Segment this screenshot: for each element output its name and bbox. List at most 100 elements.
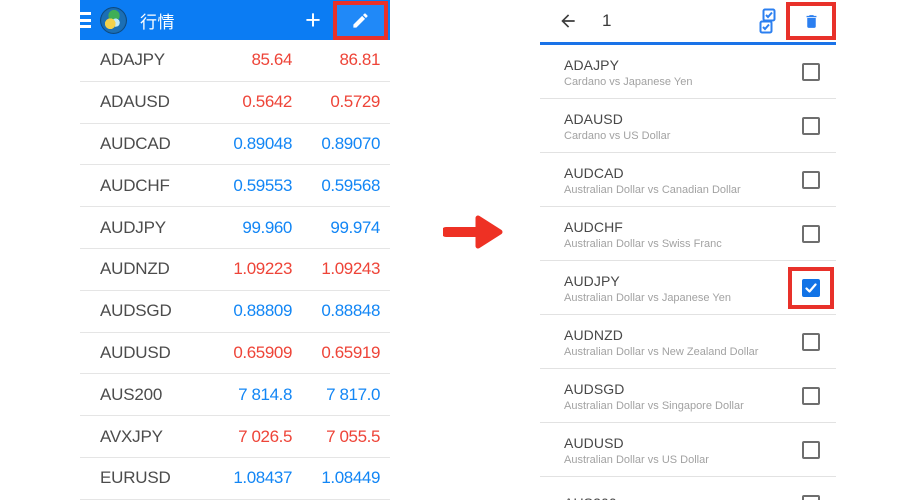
- symbol-texts: AUDCAD Australian Dollar vs Canadian Dol…: [564, 163, 788, 196]
- symbol-list: ADAJPY Cardano vs Japanese Yen ADAUSD Ca…: [540, 45, 836, 500]
- quote-ask-price: 99.974: [330, 217, 380, 237]
- symbol-row[interactable]: AUDSGD Australian Dollar vs Singapore Do…: [540, 369, 836, 423]
- quote-row[interactable]: ADAJPY 85.64 86.81: [80, 40, 390, 82]
- quote-symbol: AUDCHF: [100, 175, 170, 195]
- quote-ask-price: 86.81: [339, 50, 380, 70]
- quote-bid-price: 0.88809: [233, 301, 292, 321]
- quote-symbol: AUDUSD: [100, 342, 171, 362]
- quotes-screen: 行情 + ADAJPY 85.64 86.81 ADAUSD 0.5642 0.…: [80, 0, 390, 500]
- checkbox-highlight-box: [788, 105, 834, 147]
- symbol-row[interactable]: ADAUSD Cardano vs US Dollar: [540, 99, 836, 153]
- quote-row[interactable]: AUS200 7 814.8 7 817.0: [80, 374, 390, 417]
- symbol-checkbox[interactable]: [802, 62, 820, 81]
- symbol-description: Cardano vs Japanese Yen: [564, 76, 693, 88]
- quote-ask-price: 0.65919: [321, 342, 380, 362]
- quote-ask-price: 0.5729: [330, 92, 380, 112]
- quote-row[interactable]: AUDUSD 0.65909 0.65919: [80, 333, 390, 375]
- back-button[interactable]: [558, 11, 578, 31]
- quote-bid-price: 1.08437: [233, 468, 292, 488]
- quote-row[interactable]: AUDCHF 0.59553 0.59568: [80, 165, 390, 208]
- symbol-name: AUDJPY: [564, 273, 620, 289]
- delete-button[interactable]: [786, 2, 836, 40]
- checkbox-highlight-box: [788, 375, 834, 417]
- symbol-row[interactable]: AUDCHF Australian Dollar vs Swiss Franc: [540, 207, 836, 261]
- symbol-row[interactable]: ADAJPY Cardano vs Japanese Yen: [540, 45, 836, 99]
- checkbox-highlight-box: [788, 321, 834, 363]
- symbol-description: Australian Dollar vs New Zealand Dollar: [564, 346, 759, 358]
- checkbox-highlight-box: [788, 51, 834, 93]
- symbol-row[interactable]: AUDCAD Australian Dollar vs Canadian Dol…: [540, 153, 836, 207]
- symbol-checkbox[interactable]: [802, 440, 820, 459]
- symbol-row[interactable]: AUDUSD Australian Dollar vs US Dollar: [540, 423, 836, 477]
- quote-row[interactable]: AUDNZD 1.09223 1.09243: [80, 249, 390, 291]
- quote-bid-price: 1.09223: [233, 259, 292, 279]
- symbol-name: AUS200: [564, 495, 788, 500]
- hamburger-menu-icon[interactable]: [80, 12, 92, 28]
- quote-ask-price: 0.59568: [321, 175, 380, 195]
- page-title: 行情: [140, 12, 175, 32]
- quote-ask-price: 7 817.0: [326, 384, 380, 404]
- quote-row[interactable]: AVXJPY 7 026.5 7 055.5: [80, 416, 390, 458]
- quote-ask-price: 7 055.5: [326, 426, 380, 446]
- symbol-checkbox[interactable]: [802, 278, 820, 297]
- symbol-texts: AUDNZD Australian Dollar vs New Zealand …: [564, 325, 788, 358]
- quote-symbol: AUDJPY: [100, 217, 166, 237]
- symbol-texts: ADAUSD Cardano vs US Dollar: [564, 109, 788, 142]
- checkbox-highlight-box: [788, 266, 834, 309]
- quote-ask-price: 0.88848: [321, 301, 380, 321]
- symbol-description: Australian Dollar vs US Dollar: [564, 454, 709, 466]
- symbol-checkbox[interactable]: [802, 494, 820, 500]
- symbol-checkbox[interactable]: [802, 332, 820, 351]
- select-all-button[interactable]: [752, 4, 782, 38]
- quote-row[interactable]: AUDJPY 99.960 99.974: [80, 207, 390, 249]
- quote-bid-price: 99.960: [242, 217, 292, 237]
- edit-symbols-button[interactable]: [333, 0, 388, 40]
- quote-symbol: ADAJPY: [100, 50, 165, 70]
- symbol-row[interactable]: AUDJPY Australian Dollar vs Japanese Yen: [540, 261, 836, 315]
- pencil-icon: [353, 12, 368, 28]
- symbol-checkbox[interactable]: [802, 386, 820, 405]
- back-arrow-icon: [561, 14, 575, 28]
- symbol-texts: AUDSGD Australian Dollar vs Singapore Do…: [564, 379, 788, 412]
- add-symbol-button[interactable]: +: [305, 5, 321, 35]
- trash-icon: [806, 14, 816, 28]
- symbol-row[interactable]: AUDNZD Australian Dollar vs New Zealand …: [540, 315, 836, 369]
- selected-count: 1: [602, 11, 612, 30]
- quote-ask-price: 1.09243: [321, 259, 380, 279]
- symbol-texts: AUDCHF Australian Dollar vs Swiss Franc: [564, 217, 788, 250]
- symbol-checkbox[interactable]: [802, 116, 820, 135]
- symbol-checkbox[interactable]: [802, 224, 820, 243]
- quote-row[interactable]: AUDSGD 0.88809 0.88848: [80, 291, 390, 333]
- symbol-description: Australian Dollar vs Singapore Dollar: [564, 400, 744, 412]
- quote-row[interactable]: AUDCAD 0.89048 0.89070: [80, 124, 390, 166]
- symbol-name: AUDNZD: [564, 327, 623, 343]
- symbol-description: Australian Dollar vs Swiss Franc: [564, 238, 722, 250]
- checkbox-highlight-box: [788, 429, 834, 471]
- checkbox-highlight-box: [788, 159, 834, 201]
- symbol-name: AUDUSD: [564, 435, 624, 451]
- symbol-checkbox[interactable]: [802, 170, 820, 189]
- red-arrow-annotation: [443, 215, 503, 249]
- quote-row[interactable]: ADAUSD 0.5642 0.5729: [80, 82, 390, 124]
- quotes-header: 行情 +: [80, 0, 390, 40]
- symbol-texts: ADAJPY Cardano vs Japanese Yen: [564, 55, 788, 88]
- quote-bid-price: 7 026.5: [238, 426, 292, 446]
- symbol-texts: AUS200: [564, 493, 788, 500]
- symbol-edit-screen: 1 ADAJPY Cardano vs Japanese Yen: [540, 0, 836, 500]
- symbol-name: AUDCAD: [564, 165, 624, 181]
- symbol-description: Cardano vs US Dollar: [564, 130, 671, 142]
- symbol-row[interactable]: AUS200: [540, 477, 836, 500]
- quote-bid-price: 7 814.8: [238, 384, 292, 404]
- quote-bid-price: 0.89048: [233, 133, 292, 153]
- quote-bid-price: 0.65909: [233, 342, 292, 362]
- quote-row[interactable]: EURUSD 1.08437 1.08449: [80, 458, 390, 500]
- check-icon: [805, 282, 817, 293]
- quote-bid-price: 0.59553: [233, 175, 292, 195]
- quote-symbol: AVXJPY: [100, 426, 163, 446]
- quotes-list: ADAJPY 85.64 86.81 ADAUSD 0.5642 0.5729 …: [80, 40, 390, 500]
- edit-header: 1: [540, 0, 836, 45]
- symbol-name: AUDCHF: [564, 219, 623, 235]
- symbol-texts: AUDUSD Australian Dollar vs US Dollar: [564, 433, 788, 466]
- symbol-description: Australian Dollar vs Canadian Dollar: [564, 184, 741, 196]
